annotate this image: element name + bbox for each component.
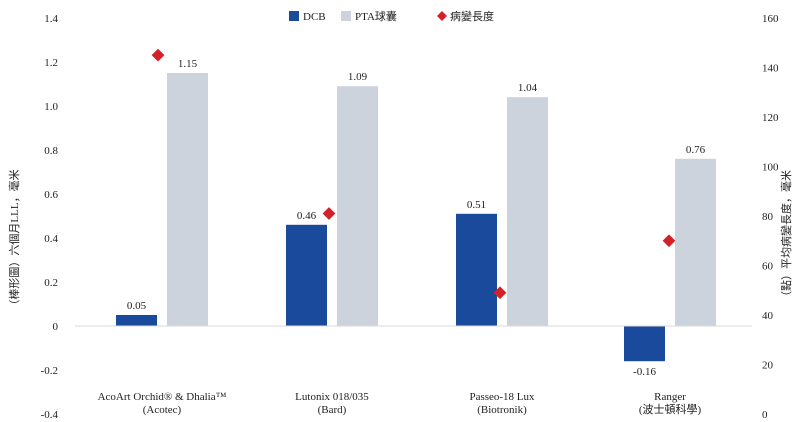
bar-label-pta: 1.15 xyxy=(178,58,198,70)
y-tick-label: 0.6 xyxy=(44,189,58,201)
legend: DCB PTA球囊 病變長度 xyxy=(289,9,494,23)
y-axis-title-right: （點）平均病變長度，毫米 xyxy=(779,170,793,302)
y2-tick-label: 140 xyxy=(762,63,779,75)
y2-tick-label: 40 xyxy=(762,310,774,322)
bar-label-dcb: -0.16 xyxy=(633,366,656,378)
lesion-length-point xyxy=(662,234,676,248)
category-labels: AcoArt Orchid® & Dhalia™(Acotec) Lutonix … xyxy=(98,391,702,416)
bar-label-dcb: 0.46 xyxy=(297,210,317,222)
lesion-length-point xyxy=(493,286,507,300)
bar-label-pta: 0.76 xyxy=(686,144,706,156)
legend-marker-lesion-length xyxy=(437,11,447,21)
category-label: Ranger xyxy=(654,391,686,403)
y2-tick-label: 80 xyxy=(762,211,774,223)
y-axis-left: -0.4 -0.2 0 0.2 0.4 0.6 0.8 1.0 1.2 1.4 xyxy=(41,13,59,421)
bar-label-pta: 1.09 xyxy=(348,71,368,83)
y-tick-label: 0.8 xyxy=(44,145,58,157)
category-label: AcoArt Orchid® & Dhalia™ xyxy=(98,391,227,403)
bar-label-dcb: 0.05 xyxy=(127,300,147,312)
category-sublabel: (波士頓科學) xyxy=(639,402,702,416)
y-tick-label: 1.2 xyxy=(44,57,58,69)
bar-pta xyxy=(675,158,716,326)
y-tick-label: -0.2 xyxy=(41,365,58,377)
y2-tick-label: 60 xyxy=(762,261,774,273)
y-tick-label: 0.4 xyxy=(44,233,58,245)
bar-pta xyxy=(507,97,548,326)
bars xyxy=(116,73,716,362)
category-label: Lutonix 018/035 xyxy=(295,391,369,403)
legend-swatch-pta xyxy=(341,11,351,21)
category-label: Passeo-18 Lux xyxy=(469,391,535,403)
legend-label-pta: PTA球囊 xyxy=(355,9,397,23)
category-sublabel: (Bard) xyxy=(318,404,347,416)
y2-tick-label: 0 xyxy=(762,409,768,421)
bar-label-dcb: 0.51 xyxy=(467,199,486,211)
y-axis-right: 0 20 40 60 80 100 120 140 160 xyxy=(762,13,779,421)
y2-tick-label: 120 xyxy=(762,112,779,124)
legend-label-dcb: DCB xyxy=(303,11,326,23)
bar-dcb xyxy=(624,326,665,362)
category-sublabel: (Acotec) xyxy=(143,404,182,416)
lesion-length-points xyxy=(151,48,676,300)
lesion-length-point xyxy=(322,207,336,220)
y2-tick-label: 160 xyxy=(762,13,779,25)
legend-swatch-dcb xyxy=(289,11,299,21)
bar-dcb xyxy=(116,315,157,326)
bar-pta xyxy=(337,86,378,326)
bar-labels: 0.05 0.46 0.51 -0.16 1.15 1.09 1.04 0.76 xyxy=(127,58,706,378)
y2-tick-label: 20 xyxy=(762,360,774,372)
bar-label-pta: 1.04 xyxy=(518,82,538,94)
y-tick-label: -0.4 xyxy=(41,409,59,421)
bar-dcb xyxy=(456,213,497,326)
y2-tick-label: 100 xyxy=(762,162,779,174)
y-tick-label: 0 xyxy=(53,321,59,333)
y-axis-title-left: （棒形圖）六個月LLL，毫米 xyxy=(7,169,21,310)
bar-pta xyxy=(167,73,208,326)
bar-dcb xyxy=(286,224,327,326)
y-tick-label: 0.2 xyxy=(44,277,58,289)
lesion-length-point xyxy=(151,48,165,62)
y-tick-label: 1.0 xyxy=(44,101,58,113)
category-sublabel: (Biotronik) xyxy=(477,404,527,416)
y-tick-label: 1.4 xyxy=(44,13,58,25)
legend-label-lesion-length: 病變長度 xyxy=(450,9,494,23)
